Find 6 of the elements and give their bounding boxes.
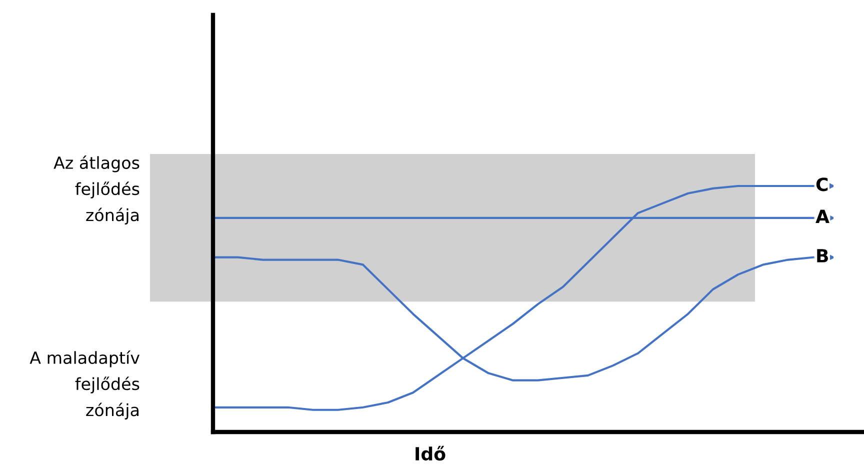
x-axis-title: Idő — [416, 446, 446, 461]
legend-label: A — [816, 210, 830, 223]
series-label: B — [817, 249, 828, 262]
text: Az átlagos fejlődés zónája — [54, 155, 140, 225]
series-label: C — [816, 178, 828, 192]
text: A maladaptív fejlődés zónája — [30, 350, 140, 420]
